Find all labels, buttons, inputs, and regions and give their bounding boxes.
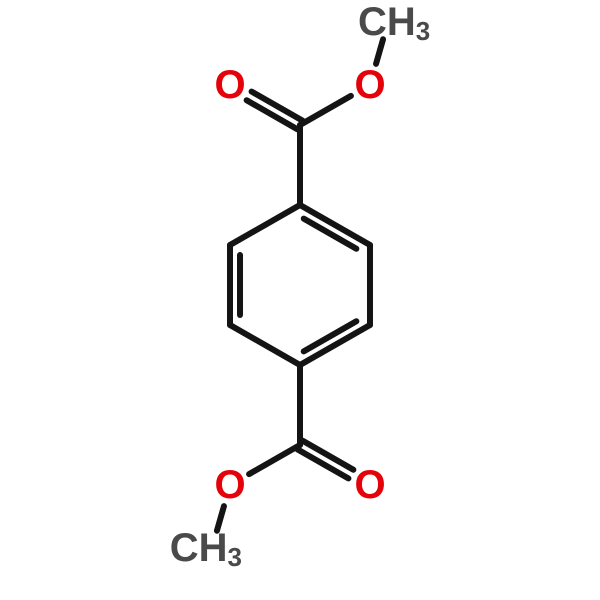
atom-label: O <box>354 463 385 507</box>
atom-label: O <box>214 63 245 107</box>
atom-label: CH3 <box>358 0 430 46</box>
bond <box>230 325 300 365</box>
atom-label: CH3 <box>170 526 242 572</box>
atom-label: O <box>214 463 245 507</box>
molecule-structure: O O O O CH3 CH3 <box>0 0 600 600</box>
bond <box>300 96 351 125</box>
bond <box>230 205 300 245</box>
atom-label: O <box>354 63 385 107</box>
bond <box>249 445 300 474</box>
